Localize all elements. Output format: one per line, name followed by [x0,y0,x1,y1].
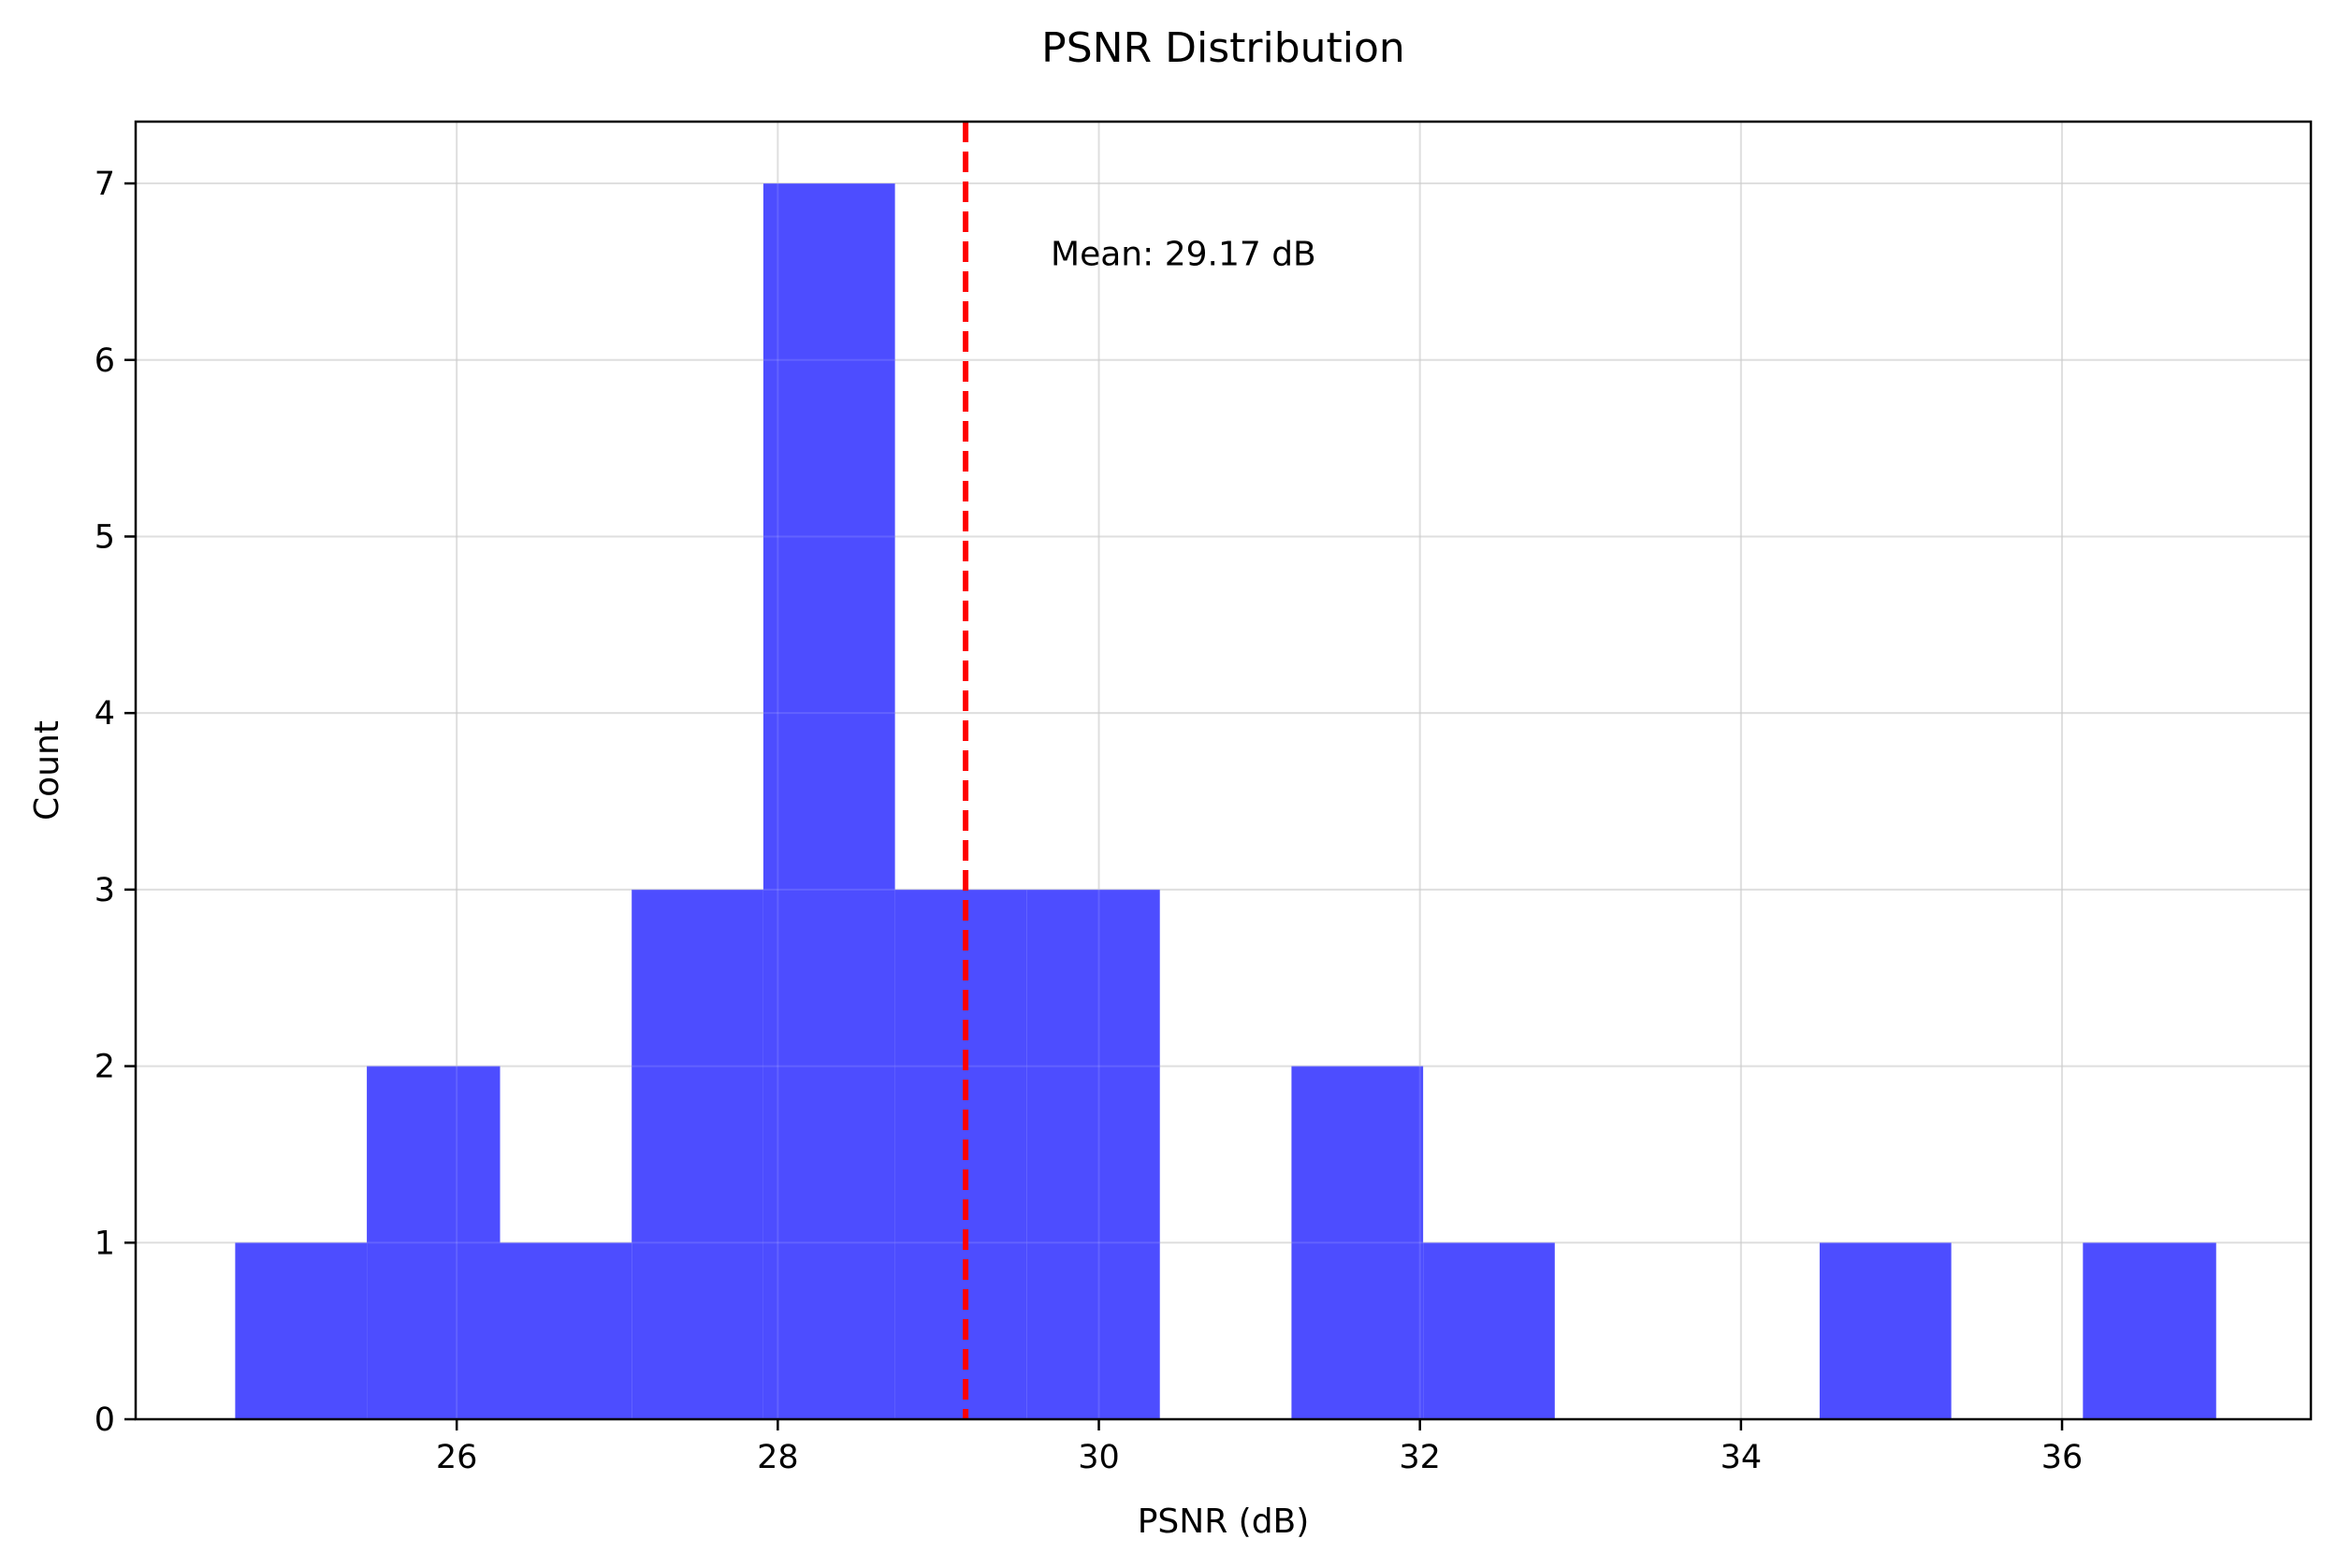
histogram-bar [1423,1242,1555,1419]
x-axis-label: PSNR (dB) [1138,1503,1310,1541]
histogram-bar [500,1242,632,1419]
y-tick-label: 6 [94,342,115,380]
histogram-bars [136,122,2311,1420]
x-tick-label: 28 [757,1439,799,1476]
plot-frame [134,120,2313,1421]
histogram-bar [235,1242,368,1419]
y-axis-label: Count [28,720,66,820]
y-tick-label: 5 [94,518,115,556]
histogram-bar [1291,1066,1424,1419]
y-tick-label: 7 [94,166,115,203]
x-tick-label: 36 [2041,1439,2084,1476]
y-tick-label: 3 [94,872,115,909]
histogram-bar [2083,1242,2216,1419]
y-tick-label: 2 [94,1049,115,1086]
histogram-bar [762,183,895,1420]
mean-annotation: Mean: 29.17 dB [1051,236,1316,274]
x-axis-ticks: 26 28 30 32 34 36 [436,1419,2083,1476]
y-axis-ticks: 0 1 2 3 4 5 6 7 [94,166,136,1439]
histogram-bar [1026,889,1160,1419]
histogram-bar [367,1066,501,1419]
chart-title: PSNR Distribution [1041,24,1405,72]
y-tick-label: 1 [94,1225,115,1262]
x-tick-label: 30 [1078,1439,1120,1476]
x-tick-label: 34 [1721,1439,1763,1476]
y-tick-label: 4 [94,695,115,733]
y-tick-label: 0 [94,1401,115,1439]
histogram-bar [1819,1242,1952,1419]
x-tick-label: 26 [436,1439,478,1476]
histogram-bar [632,889,763,1419]
histogram-bar [894,889,1027,1419]
x-tick-label: 32 [1399,1439,1441,1476]
